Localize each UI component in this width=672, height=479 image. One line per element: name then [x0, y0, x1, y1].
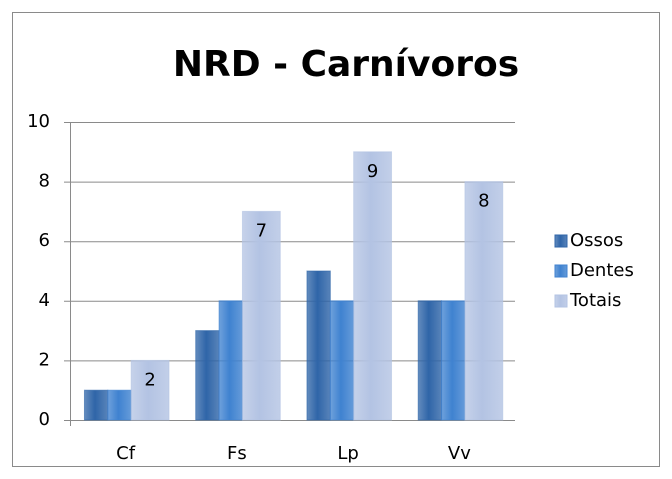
legend-label: Ossos [570, 230, 623, 251]
legend-swatch [554, 294, 568, 308]
x-tick-label: Cf [116, 443, 136, 464]
bar [441, 300, 466, 421]
bar [195, 330, 220, 421]
bar [241, 210, 281, 421]
y-tick-label: 10 [27, 111, 50, 132]
chart-title: NRD - Carnívoros [173, 44, 519, 85]
bar [464, 181, 504, 421]
y-tick-label: 4 [39, 290, 50, 311]
bar [329, 300, 355, 421]
data-label: 9 [367, 161, 378, 182]
y-tick-label: 6 [39, 230, 50, 251]
x-tick-label: Vv [448, 443, 471, 464]
bar [306, 270, 331, 421]
x-tick-label: Fs [227, 443, 247, 464]
legend-label: Dentes [570, 260, 634, 281]
legend-label: Totais [569, 290, 621, 311]
data-label: 2 [144, 369, 155, 390]
data-label: 7 [256, 220, 267, 241]
y-tick-label: 0 [39, 409, 50, 430]
y-tick-label: 8 [39, 171, 50, 192]
bar [218, 300, 243, 421]
bar [83, 389, 109, 421]
x-tick-label: Lp [337, 443, 358, 464]
bar [130, 359, 170, 421]
bar [417, 300, 443, 421]
bar [107, 389, 132, 421]
legend-swatch [554, 234, 568, 248]
legend-swatch [554, 264, 568, 278]
bar [353, 151, 393, 421]
data-label: 8 [478, 191, 489, 212]
y-tick-label: 2 [39, 349, 50, 370]
